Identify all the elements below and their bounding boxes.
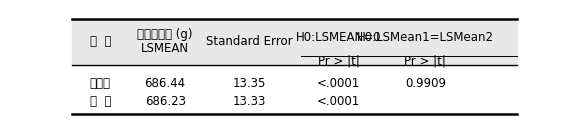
Text: <.0001: <.0001: [317, 77, 360, 90]
Text: H0:LSMEAN=0: H0:LSMEAN=0: [296, 31, 381, 44]
Text: 13.33: 13.33: [233, 95, 266, 108]
Text: Pr > |t|: Pr > |t|: [405, 54, 447, 67]
Text: 무첨가: 무첨가: [90, 77, 111, 90]
Text: 0.9909: 0.9909: [405, 77, 446, 90]
Text: <.0001: <.0001: [317, 95, 360, 108]
Text: Standard Error: Standard Error: [207, 35, 293, 48]
Text: Pr > |t|: Pr > |t|: [318, 54, 359, 67]
Bar: [72, 19, 517, 65]
Text: 구  분: 구 분: [90, 35, 111, 48]
Text: LSMEAN: LSMEAN: [141, 42, 189, 55]
Text: 일당증체량 (g): 일당증체량 (g): [137, 28, 193, 41]
Text: 13.35: 13.35: [233, 77, 266, 90]
Text: 686.23: 686.23: [145, 95, 185, 108]
Text: 첨  가: 첨 가: [90, 95, 111, 108]
Text: H0:LSMean1=LSMean2: H0:LSMean1=LSMean2: [357, 31, 494, 44]
Text: 686.44: 686.44: [145, 77, 186, 90]
